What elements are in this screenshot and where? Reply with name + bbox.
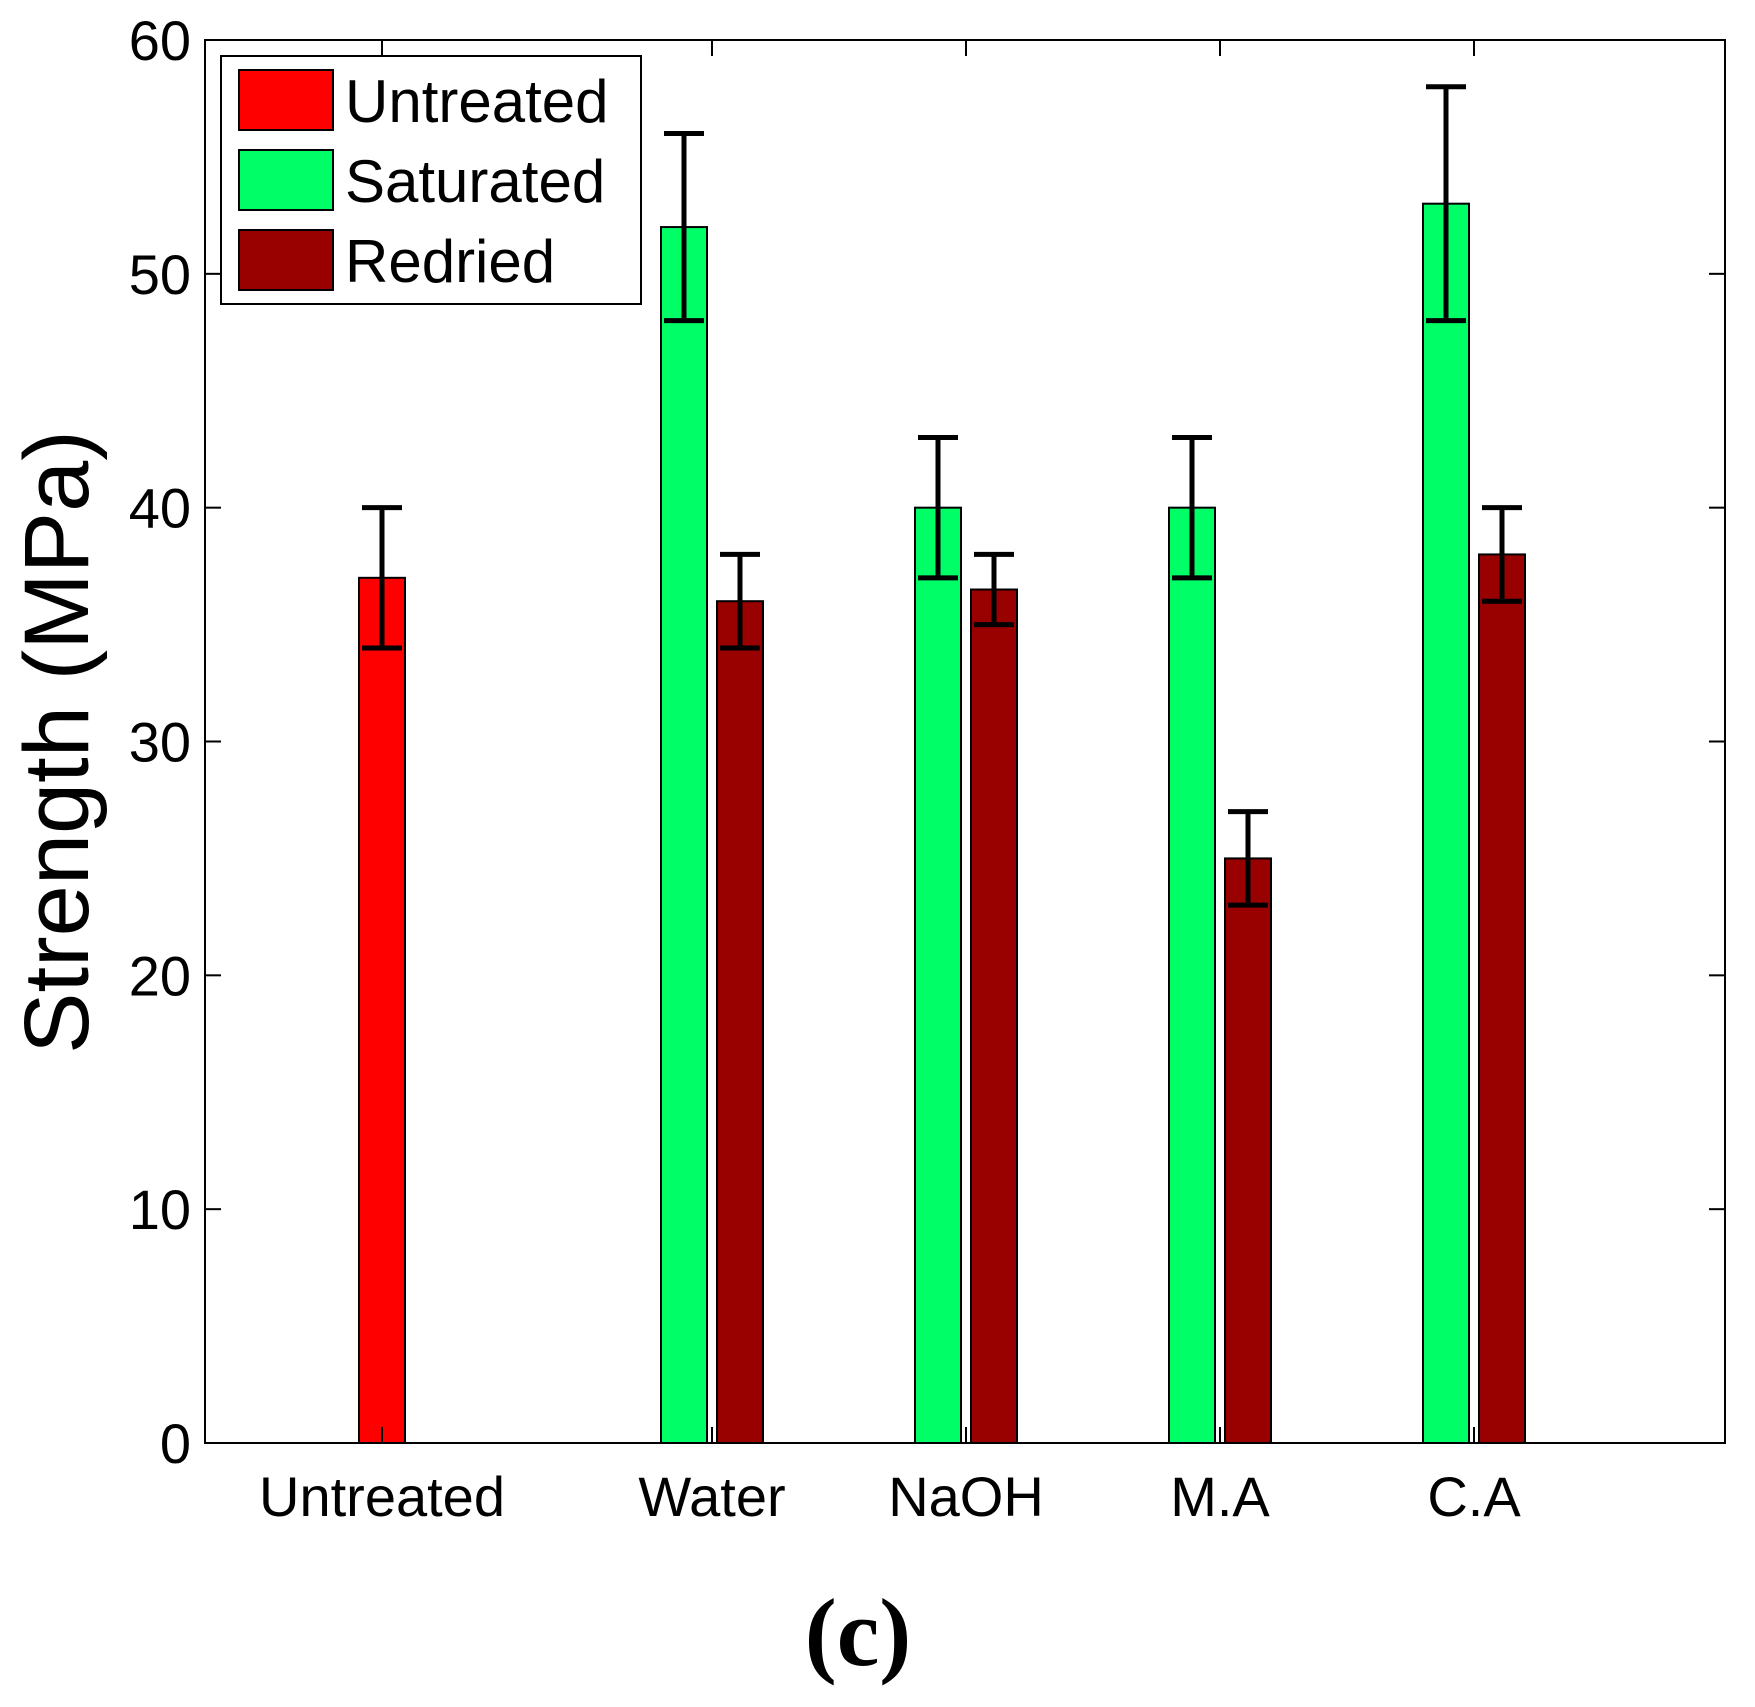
legend: Untreated Saturated Redried (220, 55, 642, 305)
bar-saturated-ca (1422, 202, 1470, 1444)
x-tick-labels: Untreated Water NaOH M.A C.A (259, 1465, 1521, 1528)
legend-label-untreated: Untreated (345, 68, 609, 135)
y-tick-label: 30 (129, 711, 191, 774)
x-tick-label: Untreated (259, 1465, 505, 1528)
bar-saturated-water (660, 226, 708, 1445)
error-bar-redried-naoh (974, 551, 1014, 628)
axes-layer (204, 39, 1726, 1444)
y-tick-label: 10 (129, 1178, 191, 1241)
bar-redried-ca (1478, 553, 1526, 1444)
legend-label-redried: Redried (345, 228, 555, 295)
error-bar-redried-ma (1228, 809, 1268, 908)
y-axis-label: Strength (MPa) (6, 430, 108, 1054)
bars-layer (358, 202, 1526, 1445)
y-tick-label: 40 (129, 477, 191, 540)
bar-saturated-ma (1168, 506, 1216, 1444)
bar-untreated-untreated (358, 576, 406, 1444)
y-tick-label: 0 (160, 1412, 191, 1475)
error-bars-layer (362, 84, 1522, 908)
error-bar-saturated-naoh (918, 435, 958, 581)
error-bar-redried-ca (1482, 505, 1522, 604)
x-tick-label: M.A (1170, 1465, 1270, 1528)
legend-label-saturated: Saturated (345, 148, 605, 215)
error-bar-saturated-ca (1426, 84, 1466, 324)
figure-caption: (c) (805, 1579, 912, 1686)
x-tick-label: C.A (1427, 1465, 1521, 1528)
legend-swatch-redried (238, 229, 334, 291)
y-tick-labels: 0 10 20 30 40 50 60 (129, 9, 191, 1475)
bar-saturated-naoh (914, 506, 962, 1444)
bar-redried-water (716, 600, 764, 1444)
error-bar-redried-water (720, 551, 760, 651)
legend-swatch-untreated (238, 69, 334, 131)
y-tick-label: 60 (129, 9, 191, 72)
legend-swatch-saturated (238, 149, 334, 211)
bar-redried-naoh (970, 588, 1018, 1444)
x-tick-label: Water (638, 1465, 785, 1528)
error-bar-saturated-water (664, 131, 704, 324)
error-bar-untreated-untreated (362, 505, 402, 651)
bar-redried-ma (1224, 857, 1272, 1444)
y-tick-label: 20 (129, 944, 191, 1007)
y-tick-label: 50 (129, 243, 191, 306)
error-bar-saturated-ma (1172, 435, 1212, 581)
x-tick-label: NaOH (888, 1465, 1044, 1528)
